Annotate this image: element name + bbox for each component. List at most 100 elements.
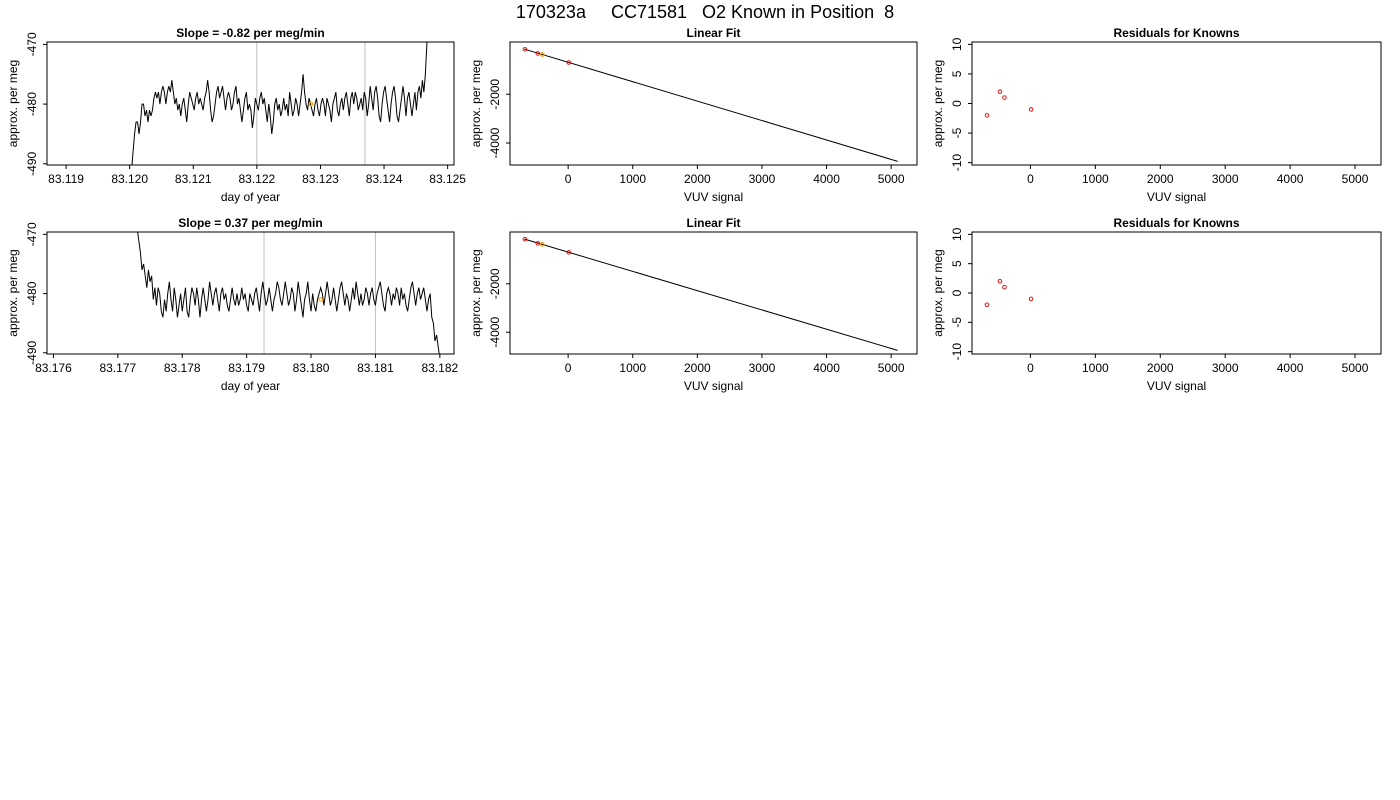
known-point xyxy=(535,51,541,56)
x-tick-label: 1000 xyxy=(619,172,646,186)
y-tick-label: -490 xyxy=(25,340,39,364)
known-point xyxy=(1028,107,1034,112)
x-axis-label: VUV signal xyxy=(684,190,743,204)
panel-title: Slope = 0.37 per meg/min xyxy=(178,216,322,230)
plot-area xyxy=(522,237,898,351)
y-tick-label: 10 xyxy=(950,37,964,51)
figure-title: 170323a CC71581 O2 Known in Position 8 xyxy=(516,2,894,22)
x-axis-label: day of year xyxy=(221,190,280,204)
plot-area xyxy=(984,279,1034,307)
known-point xyxy=(984,113,990,118)
y-axis-label: approx. per meg xyxy=(931,249,945,336)
plot-frame xyxy=(509,41,918,166)
known-point xyxy=(535,241,541,246)
plot-frame xyxy=(971,231,1382,355)
chart-panel-fit2: 0 1000 2000 3000 4000 5000 -4000 -2000 Linear Fi… xyxy=(469,216,918,393)
y-tick-label: -4000 xyxy=(488,317,502,348)
x-tick-label: 83.124 xyxy=(366,172,403,186)
y-tick-label: 0 xyxy=(950,100,964,107)
y-tick-label: -10 xyxy=(950,343,964,361)
y-tick-label: -2000 xyxy=(488,79,502,110)
y-tick-label: -5 xyxy=(950,317,964,328)
x-axis-label: day of year xyxy=(221,379,280,393)
plot-area xyxy=(131,42,428,165)
x-tick-label: 0 xyxy=(565,361,572,375)
panel-title: Slope = -0.82 per meg/min xyxy=(176,26,324,40)
chart-panel-fit1: 0 1000 2000 3000 4000 5000 -4000 -2000 Linear Fi… xyxy=(469,26,918,204)
fit-line xyxy=(524,238,898,351)
series-line xyxy=(131,42,428,165)
x-tick-label: 83.122 xyxy=(239,172,276,186)
x-tick-label: 83.180 xyxy=(293,361,330,375)
y-tick-label: -2000 xyxy=(488,268,502,299)
highlight-point xyxy=(539,52,545,57)
x-tick-label: 1000 xyxy=(1082,361,1109,375)
x-tick-label: 83.177 xyxy=(99,361,136,375)
x-tick-label: 83.179 xyxy=(228,361,265,375)
panel-grid: 83.119 83.120 83.121 83.122 83.123 83.124 83.1… xyxy=(6,26,1382,393)
y-tick-label: 5 xyxy=(950,70,964,77)
y-tick-label: -480 xyxy=(25,281,39,305)
fit-line xyxy=(524,48,898,162)
x-tick-label: 83.176 xyxy=(35,361,72,375)
x-tick-label: 83.121 xyxy=(175,172,212,186)
x-axis-label: VUV signal xyxy=(1147,190,1206,204)
highlight-point xyxy=(318,297,324,302)
known-point xyxy=(984,302,990,307)
x-tick-label: 83.119 xyxy=(48,172,84,186)
x-tick-label: 4000 xyxy=(1277,172,1304,186)
plot-area xyxy=(984,89,1034,118)
x-tick-label: 2000 xyxy=(684,172,711,186)
known-point xyxy=(1002,284,1007,290)
x-axis-label: VUV signal xyxy=(1147,379,1206,393)
x-tick-label: 83.125 xyxy=(429,172,466,186)
series-line xyxy=(137,232,440,354)
known-point xyxy=(522,47,528,52)
y-axis-label: approx. per meg xyxy=(469,60,483,147)
x-tick-label: 3000 xyxy=(749,361,776,375)
panel-title: Linear Fit xyxy=(686,216,740,230)
panel-title: Residuals for Knowns xyxy=(1113,26,1239,40)
highlight-point xyxy=(539,241,545,247)
known-point xyxy=(997,89,1003,94)
x-tick-label: 4000 xyxy=(813,172,840,186)
x-tick-label: 3000 xyxy=(749,172,776,186)
known-point xyxy=(997,279,1003,284)
x-tick-label: 4000 xyxy=(813,361,840,375)
x-tick-label: 3000 xyxy=(1212,172,1239,186)
chart-panel-res1: 0 1000 2000 3000 4000 5000 -10 -5 0 5 10 Residuals … xyxy=(931,26,1382,204)
x-tick-label: 2000 xyxy=(684,361,711,375)
x-tick-label: 2000 xyxy=(1147,361,1174,375)
x-tick-label: 83.178 xyxy=(164,361,201,375)
panel-title: Residuals for Knowns xyxy=(1113,216,1239,230)
x-tick-label: 83.123 xyxy=(302,172,339,186)
x-tick-label: 5000 xyxy=(878,361,905,375)
y-tick-label: 0 xyxy=(950,289,964,296)
panel-title: Linear Fit xyxy=(686,26,740,40)
x-tick-label: 1000 xyxy=(619,361,646,375)
y-axis-label: approx. per meg xyxy=(6,249,20,336)
x-tick-label: 2000 xyxy=(1147,172,1174,186)
chart-panel-ts1: 83.119 83.120 83.121 83.122 83.123 83.124 83.1… xyxy=(6,26,466,204)
plot-area xyxy=(522,47,898,162)
known-point xyxy=(522,237,528,242)
y-tick-label: -480 xyxy=(25,92,39,116)
y-tick-label: 5 xyxy=(950,260,964,267)
highlight-point xyxy=(308,101,314,107)
x-tick-label: 3000 xyxy=(1212,361,1239,375)
plot-frame xyxy=(46,41,455,166)
y-axis-label: approx. per meg xyxy=(469,249,483,336)
x-tick-label: 0 xyxy=(1027,172,1034,186)
x-tick-label: 0 xyxy=(565,172,572,186)
plot-frame xyxy=(971,41,1382,166)
x-tick-label: 5000 xyxy=(1342,172,1369,186)
y-axis-label: approx. per meg xyxy=(6,60,20,147)
chart-panel-ts2: 83.176 83.177 83.178 83.179 83.180 83.181 83.1… xyxy=(6,216,459,393)
known-point xyxy=(1002,95,1007,100)
y-axis-label: approx. per meg xyxy=(931,60,945,147)
x-tick-label: 4000 xyxy=(1277,361,1304,375)
y-tick-label: 10 xyxy=(950,227,964,241)
x-tick-label: 1000 xyxy=(1082,172,1109,186)
plot-frame xyxy=(509,231,918,355)
